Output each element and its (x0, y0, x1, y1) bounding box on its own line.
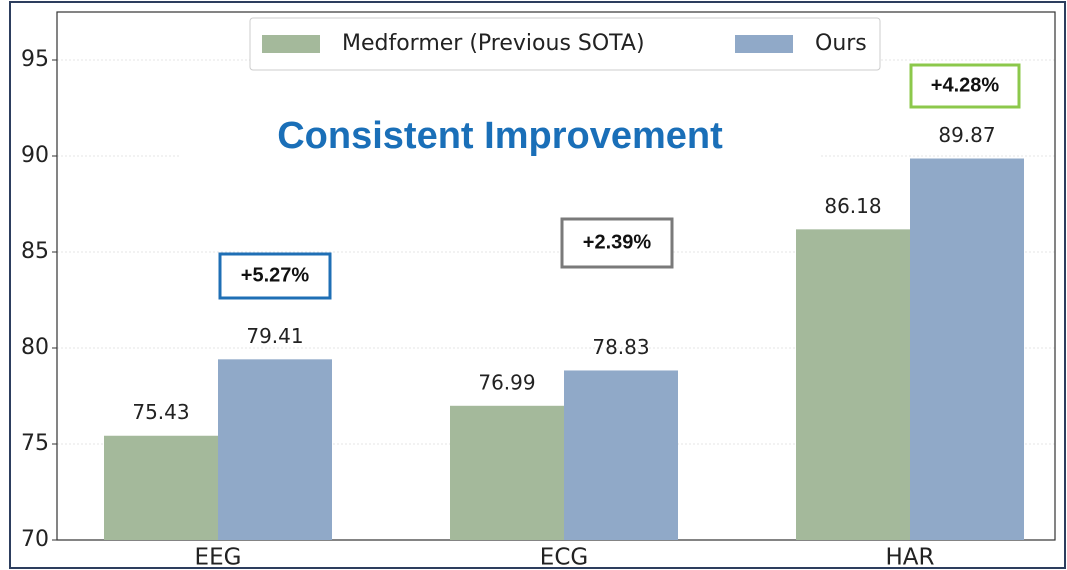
y-tick-label: 85 (21, 239, 49, 264)
legend-label: Ours (815, 31, 867, 56)
y-tick-label: 90 (21, 143, 49, 168)
bar (104, 435, 218, 540)
annotation-label: +2.39% (583, 231, 652, 253)
annotation-box (909, 63, 1021, 109)
x-tick-label: ECG (540, 545, 588, 570)
annotation-title: Consistent Improvement (277, 115, 723, 157)
x-tick-label: HAR (885, 545, 934, 570)
annotation-box (218, 252, 332, 300)
y-tick-label: 75 (21, 431, 49, 456)
y-tick-label: 80 (21, 335, 49, 360)
x-tick-label: EEG (195, 545, 242, 570)
value-label: 78.83 (592, 335, 649, 359)
annotation-bg (180, 107, 820, 169)
y-tick-label: 70 (21, 527, 49, 552)
bar (450, 405, 564, 540)
bar (796, 229, 910, 540)
bar (218, 359, 332, 540)
value-label: 89.87 (938, 123, 995, 147)
legend-label: Medformer (Previous SOTA) (342, 31, 645, 56)
y-tick-label: 95 (21, 47, 49, 72)
value-label: 86.18 (824, 194, 881, 218)
value-label: 75.43 (132, 400, 189, 424)
bar (910, 158, 1024, 540)
legend-box (249, 17, 881, 71)
annotation-label: +5.27% (241, 264, 310, 286)
value-label: 76.99 (478, 370, 535, 394)
value-label: 79.41 (246, 324, 303, 348)
annotation-label: +4.28% (931, 74, 1000, 96)
legend-swatch (262, 35, 320, 53)
annotation-box (560, 217, 674, 269)
legend-swatch (735, 35, 793, 53)
bar (564, 370, 678, 540)
frame (9, 1, 1066, 569)
